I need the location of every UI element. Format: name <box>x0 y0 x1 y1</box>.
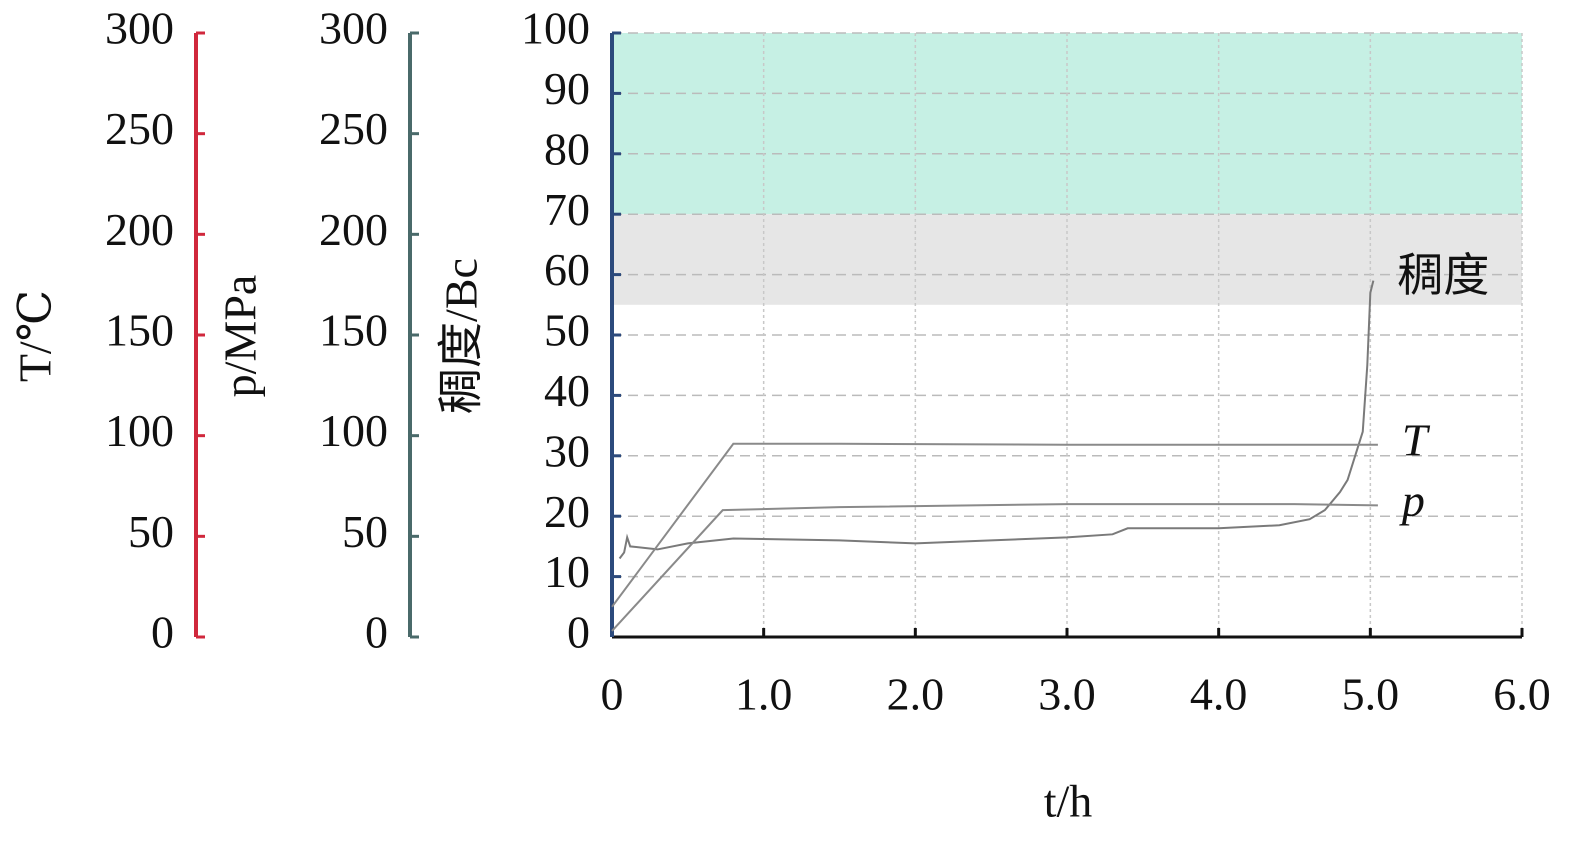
y-tick-label: 10 <box>544 546 590 597</box>
y-tick-label: 50 <box>544 305 590 356</box>
y-tick-label: 20 <box>544 486 590 537</box>
y2-axis-label: p/MPa <box>215 275 266 398</box>
series-label: 稠度 <box>1397 250 1489 301</box>
y3-tick-label: 150 <box>105 305 174 356</box>
x-tick-label: 5.0 <box>1342 669 1400 720</box>
y2-tick-label: 100 <box>319 405 388 456</box>
y3-tick-label: 250 <box>105 103 174 154</box>
y-tick-label: 90 <box>544 63 590 114</box>
x-tick-label: 1.0 <box>735 669 793 720</box>
series-line <box>611 442 1378 608</box>
series-line <box>618 280 1375 560</box>
x-tick-label: 6.0 <box>1493 669 1551 720</box>
x-tick-label: 3.0 <box>1038 669 1096 720</box>
y2-tick-label: 0 <box>365 607 388 658</box>
y2-tick-label: 300 <box>319 3 388 54</box>
y-tick-label: 0 <box>567 607 590 658</box>
y3-tick-label: 100 <box>105 405 174 456</box>
y2-tick-label: 50 <box>342 506 388 557</box>
y-tick-label: 40 <box>544 365 590 416</box>
x-tick-label: 2.0 <box>887 669 945 720</box>
y-tick-label: 80 <box>544 123 590 174</box>
x-tick-label: 0 <box>601 669 624 720</box>
series-line <box>611 503 1378 632</box>
y3-tick-label: 0 <box>151 607 174 658</box>
y2-tick-label: 150 <box>319 305 388 356</box>
x-tick-label: 4.0 <box>1190 669 1248 720</box>
y2-tick-label: 200 <box>319 204 388 255</box>
x-axis-label: t/h <box>1044 776 1093 827</box>
y2-tick-label: 250 <box>319 103 388 154</box>
y3-tick-label: 300 <box>105 3 174 54</box>
y-tick-label: 100 <box>521 3 590 54</box>
series-label: T <box>1402 414 1431 465</box>
y-tick-label: 30 <box>544 425 590 476</box>
series-label: p <box>1399 475 1425 526</box>
y3-tick-label: 50 <box>128 506 174 557</box>
y-tick-label: 60 <box>544 244 590 295</box>
y-axis-label: 稠度/Bc <box>436 258 487 414</box>
y3-tick-label: 200 <box>105 204 174 255</box>
y3-axis-label: T/℃ <box>10 290 61 382</box>
y-tick-label: 70 <box>544 184 590 235</box>
